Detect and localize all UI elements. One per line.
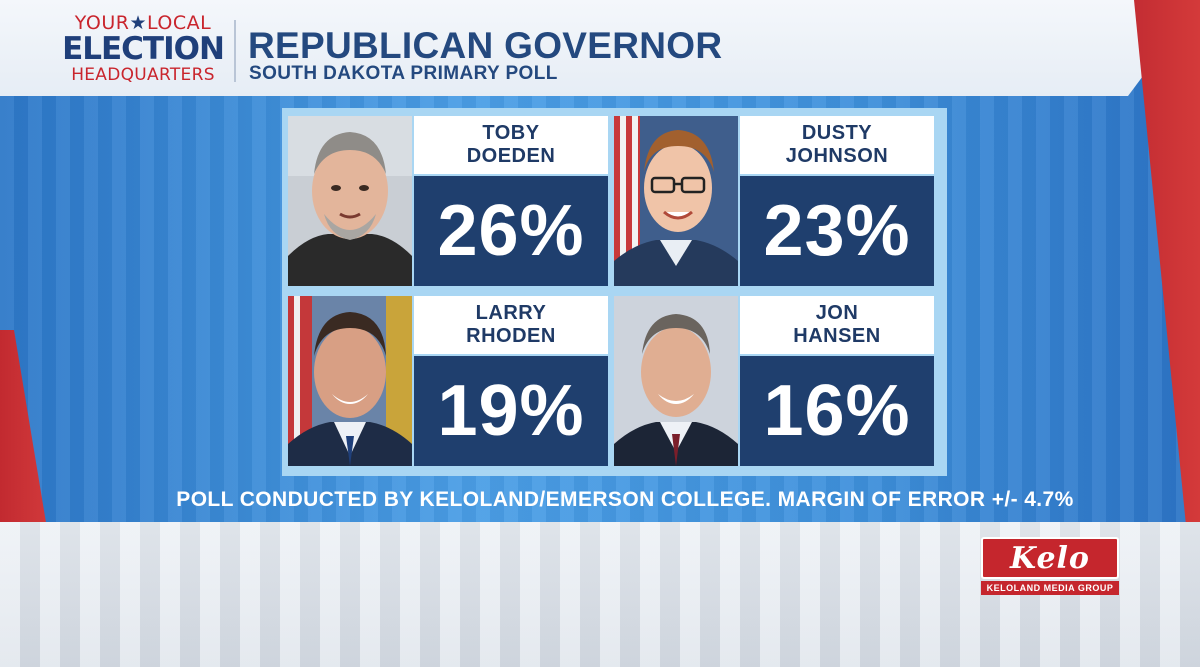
candidate-percent-value: 26% (437, 191, 585, 271)
candidate-photo-rhoden (288, 296, 412, 466)
candidate-last-name: HANSEN (793, 325, 881, 347)
candidate-photo-johnson (614, 116, 738, 286)
header-divider (234, 20, 236, 82)
election-hq-logo: YOUR★LOCAL ELECTION HEADQUARTERS (58, 12, 228, 90)
candidate-percent-value: 19% (437, 371, 585, 451)
candidate-first-name: LARRY (475, 302, 547, 324)
candidate-photo-doeden (288, 116, 412, 286)
poll-footnote: POLL CONDUCTED BY KELOLAND/EMERSON COLLE… (176, 488, 1074, 511)
kelo-logo-box: Kelo (981, 537, 1119, 579)
candidate-first-name: TOBY (482, 122, 540, 144)
candidate-last-name: JOHNSON (785, 145, 889, 167)
candidate-card-doeden: TOBY DOEDEN 26% (288, 116, 608, 286)
candidate-name-hansen: JON HANSEN (740, 296, 934, 354)
kelo-wordmark: Kelo (1010, 540, 1090, 576)
candidate-card-hansen: JON HANSEN 16% (614, 296, 934, 466)
logo-top-line: YOUR★LOCAL (58, 12, 228, 34)
candidate-name-johnson: DUSTY JOHNSON (740, 116, 934, 174)
candidates-panel: TOBY DOEDEN 26% DUST (282, 108, 947, 476)
candidate-last-name: DOEDEN (466, 145, 556, 167)
candidate-first-name: DUSTY (801, 122, 873, 144)
logo-word-headquarters: HEADQUARTERS (71, 65, 215, 85)
candidate-percent-rhoden: 19% (414, 356, 608, 466)
candidate-percent-hansen: 16% (740, 356, 934, 466)
candidate-card-rhoden: LARRY RHODEN 19% (288, 296, 608, 466)
logo-word-local: LOCAL (146, 12, 212, 34)
candidate-percent-johnson: 23% (740, 176, 934, 286)
candidate-card-johnson: DUSTY JOHNSON 23% (614, 116, 934, 286)
candidate-name-rhoden: LARRY RHODEN (414, 296, 608, 354)
candidate-last-name: RHODEN (466, 325, 556, 347)
logo-word-your: YOUR (74, 12, 130, 34)
page-subtitle: SOUTH DAKOTA PRIMARY POLL (249, 63, 558, 84)
candidate-first-name: JON (815, 302, 859, 324)
star-icon: ★ (129, 12, 147, 34)
candidate-photo-hansen (614, 296, 738, 466)
candidate-percent-value: 23% (763, 191, 911, 271)
candidate-percent-value: 16% (763, 371, 911, 451)
kelo-tagline: KELOLAND MEDIA GROUP (981, 581, 1119, 595)
page-title: REPUBLICAN GOVERNOR (248, 25, 723, 66)
header-band (0, 0, 1200, 96)
candidate-percent-doeden: 26% (414, 176, 608, 286)
kelo-logo: Kelo KELOLAND MEDIA GROUP (981, 537, 1119, 597)
candidate-name-doeden: TOBY DOEDEN (414, 116, 608, 174)
logo-word-election: ELECTION (62, 31, 225, 67)
